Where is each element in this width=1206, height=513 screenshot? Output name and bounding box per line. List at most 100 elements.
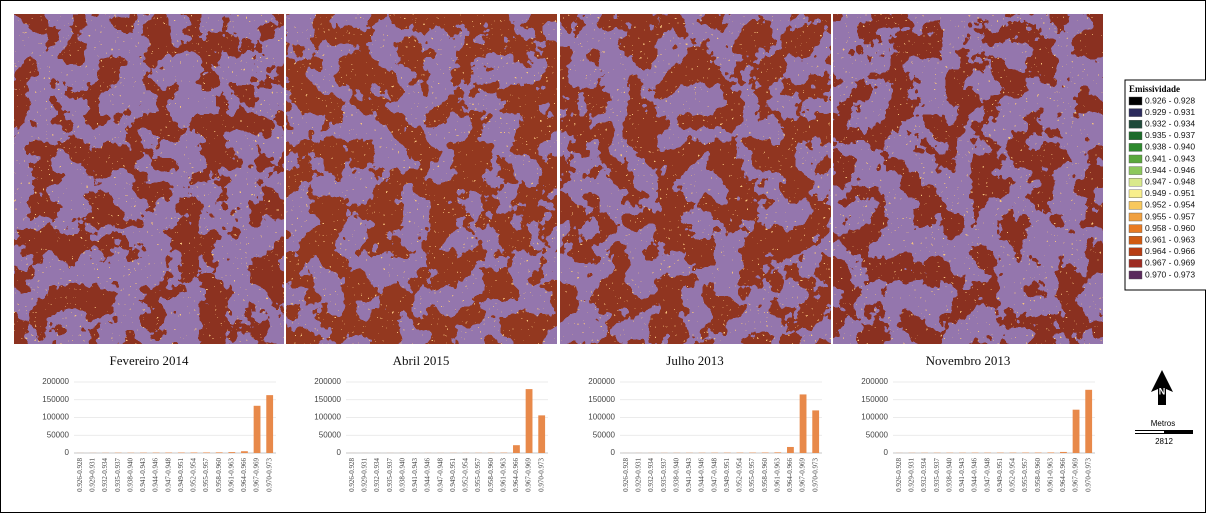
x-tick-label: 0.938-0.940 — [672, 458, 680, 492]
x-tick-label: 0.958-0.960 — [1034, 458, 1042, 492]
x-tick-label: 0.955-0.957 — [474, 458, 482, 492]
y-tick-label: 0 — [337, 448, 342, 457]
x-tick-label: 0.970-0.973 — [1084, 458, 1092, 492]
y-tick-label: 0 — [611, 448, 616, 457]
x-tick-label: 0.932-0.934 — [920, 458, 928, 492]
north-label: N — [1159, 386, 1166, 396]
legend-swatch — [1129, 132, 1142, 140]
x-tick-label: 0.932-0.934 — [647, 458, 655, 492]
y-tick-label: 200000 — [42, 377, 69, 386]
x-tick-label: 0.944-0.946 — [698, 458, 706, 492]
scale-bar — [1135, 431, 1164, 433]
x-tick-label: 0.947-0.948 — [983, 458, 991, 492]
scale-title: Metros — [1151, 419, 1175, 428]
x-tick-label: 0.967-0.969 — [253, 458, 261, 492]
x-tick-label: 0.938-0.940 — [398, 458, 406, 492]
x-tick-label: 0.949-0.951 — [177, 458, 185, 492]
legend-swatch — [1129, 97, 1142, 105]
y-tick-label: 100000 — [588, 413, 615, 422]
x-tick-label: 0.967-0.969 — [1072, 458, 1080, 492]
y-tick-label: 150000 — [314, 395, 341, 404]
bar — [203, 452, 210, 453]
x-tick-label: 0.929-0.931 — [635, 458, 643, 492]
x-tick-label: 0.961-0.963 — [1046, 458, 1054, 492]
bar — [1047, 452, 1054, 453]
y-tick-label: 50000 — [319, 430, 342, 439]
bar — [774, 452, 781, 453]
x-tick-label: 0.929-0.931 — [908, 458, 916, 492]
x-tick-label: 0.952-0.954 — [1009, 458, 1017, 492]
legend-label: 0.947 - 0.948 — [1145, 176, 1195, 186]
x-tick-label: 0.949-0.951 — [723, 458, 731, 492]
bar — [241, 451, 248, 453]
x-tick-label: 0.935-0.937 — [386, 458, 394, 492]
bar — [513, 445, 520, 453]
legend-label: 0.935 - 0.937 — [1145, 130, 1195, 140]
y-tick-label: 150000 — [861, 395, 888, 404]
map — [833, 14, 1103, 344]
x-tick-label: 0.961-0.963 — [773, 458, 781, 492]
legend-label: 0.929 - 0.931 — [1145, 107, 1195, 117]
legend-label: 0.961 - 0.963 — [1145, 234, 1195, 244]
scale-value: 2812 — [1155, 437, 1173, 446]
legend-title: Emissividade — [1129, 84, 1180, 94]
legend-swatch — [1129, 178, 1142, 186]
y-tick-label: 0 — [65, 448, 70, 457]
legend-label: 0.944 - 0.946 — [1145, 165, 1195, 175]
legend-swatch — [1129, 167, 1142, 175]
bar — [254, 406, 261, 453]
y-tick-label: 200000 — [588, 377, 615, 386]
chart-title: Julho 2013 — [666, 353, 723, 368]
legend-label: 0.938 - 0.940 — [1145, 142, 1195, 152]
bar — [266, 395, 273, 453]
x-tick-label: 0.970-0.973 — [811, 458, 819, 492]
figure: Emissividade N Metros 2812 0.926 - 0.928… — [0, 0, 1206, 513]
legend-label: 0.970 - 0.973 — [1145, 269, 1195, 279]
x-tick-label: 0.944-0.946 — [971, 458, 979, 492]
legend-swatch — [1129, 109, 1142, 117]
map — [560, 14, 831, 344]
x-tick-label: 0.938-0.940 — [126, 458, 134, 492]
x-tick-label: 0.944-0.946 — [152, 458, 160, 492]
x-tick-label: 0.935-0.937 — [933, 458, 941, 492]
x-tick-label: 0.941-0.943 — [958, 458, 966, 492]
bar — [787, 447, 794, 453]
legend-swatch — [1129, 201, 1142, 209]
y-tick-label: 100000 — [314, 413, 341, 422]
legend-label: 0.932 - 0.934 — [1145, 118, 1195, 128]
x-tick-label: 0.955-0.957 — [748, 458, 756, 492]
legend-label: 0.955 - 0.957 — [1145, 211, 1195, 221]
x-tick-label: 0.952-0.954 — [736, 458, 744, 492]
x-tick-label: 0.932-0.934 — [101, 458, 109, 492]
y-tick-label: 200000 — [314, 377, 341, 386]
x-tick-label: 0.929-0.931 — [89, 458, 97, 492]
legend-swatch — [1129, 225, 1142, 233]
x-tick-label: 0.955-0.957 — [1021, 458, 1029, 492]
y-tick-label: 150000 — [588, 395, 615, 404]
x-tick-label: 0.958-0.960 — [761, 458, 769, 492]
x-tick-label: 0.932-0.934 — [373, 458, 381, 492]
x-tick-label: 0.958-0.960 — [215, 458, 223, 492]
y-tick-label: 100000 — [42, 413, 69, 422]
x-tick-label: 0.964-0.966 — [1059, 458, 1067, 492]
x-tick-label: 0.935-0.937 — [660, 458, 668, 492]
x-tick-label: 0.947-0.948 — [710, 458, 718, 492]
y-tick-label: 50000 — [47, 430, 70, 439]
y-tick-label: 50000 — [593, 430, 616, 439]
bar — [216, 452, 223, 453]
x-tick-label: 0.926-0.928 — [622, 458, 630, 492]
chart-title: Abril 2015 — [393, 353, 450, 368]
legend-swatch — [1129, 120, 1142, 128]
x-tick-label: 0.926-0.928 — [348, 458, 356, 492]
x-tick-label: 0.938-0.940 — [945, 458, 953, 492]
x-tick-label: 0.970-0.973 — [537, 458, 545, 492]
map — [286, 14, 557, 344]
y-tick-label: 200000 — [861, 377, 888, 386]
legend-swatch — [1129, 271, 1142, 279]
bar — [812, 410, 819, 453]
x-tick-label: 0.926-0.928 — [76, 458, 84, 492]
legend-label: 0.941 - 0.943 — [1145, 153, 1195, 163]
x-tick-label: 0.964-0.966 — [512, 458, 520, 492]
chart-title: Novembro 2013 — [926, 353, 1011, 368]
x-tick-label: 0.958-0.960 — [487, 458, 495, 492]
